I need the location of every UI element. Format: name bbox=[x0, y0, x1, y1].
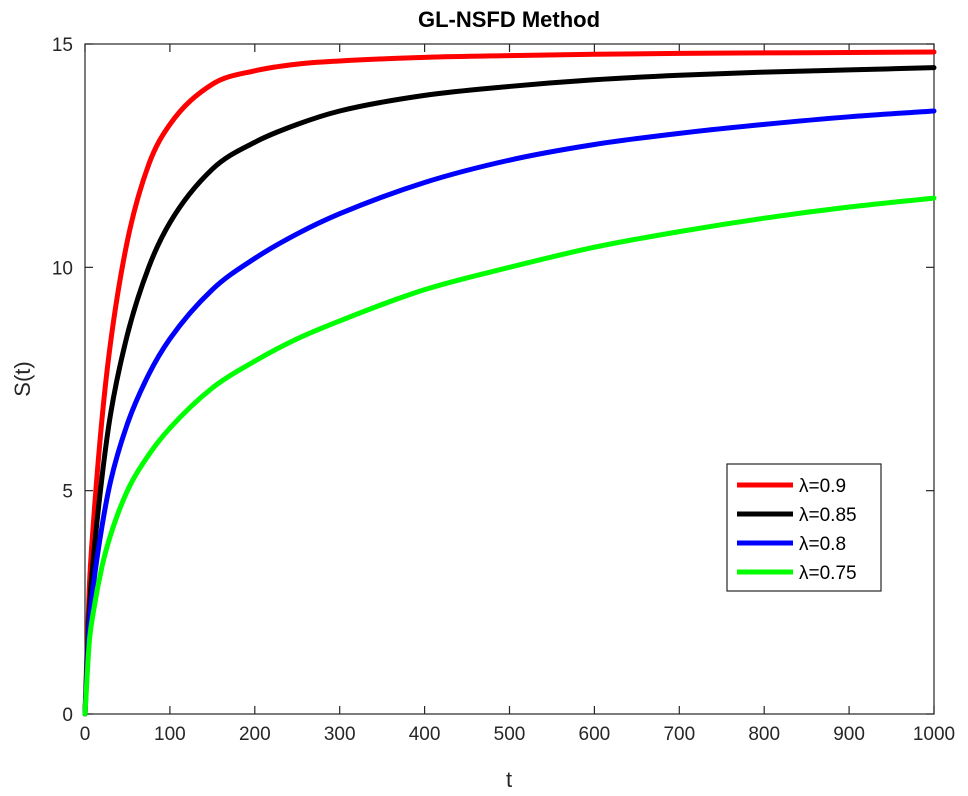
series-line-2 bbox=[82, 108, 937, 717]
x-tick-label: 100 bbox=[154, 724, 186, 745]
x-axis: 0 100 200 300 400 500 600 700 800 900 1000 bbox=[80, 44, 955, 745]
y-tick-label: 15 bbox=[52, 35, 73, 56]
x-tick-label: 1000 bbox=[913, 724, 955, 745]
series-line-0 bbox=[82, 49, 937, 717]
chart-title: GL-NSFD Method bbox=[418, 7, 600, 32]
y-tick-label: 0 bbox=[62, 705, 73, 726]
x-tick-label: 200 bbox=[239, 724, 271, 745]
legend: λ=0.9 λ=0.85 λ=0.8 λ=0.75 bbox=[726, 463, 882, 592]
legend-label: λ=0.8 bbox=[799, 534, 846, 555]
x-tick-label: 600 bbox=[579, 724, 611, 745]
plot-area bbox=[84, 43, 935, 715]
series-layer bbox=[82, 49, 937, 717]
x-tick-label: 800 bbox=[748, 724, 780, 745]
y-axis: 0 5 10 15 bbox=[52, 35, 934, 726]
x-tick-label: 0 bbox=[80, 724, 91, 745]
y-tick-label: 5 bbox=[62, 482, 73, 503]
legend-label: λ=0.9 bbox=[799, 476, 846, 497]
x-axis-label: t bbox=[506, 767, 512, 792]
series-line-3 bbox=[82, 195, 937, 717]
x-tick-label: 500 bbox=[494, 724, 526, 745]
x-tick-label: 900 bbox=[833, 724, 865, 745]
y-tick-label: 10 bbox=[52, 258, 73, 279]
legend-label: λ=0.75 bbox=[799, 563, 857, 584]
series-line-1 bbox=[82, 65, 937, 717]
legend-label: λ=0.85 bbox=[799, 505, 857, 526]
x-tick-label: 400 bbox=[409, 724, 441, 745]
x-tick-label: 300 bbox=[324, 724, 356, 745]
y-axis-label: S(t) bbox=[10, 361, 35, 396]
x-tick-label: 700 bbox=[663, 724, 695, 745]
